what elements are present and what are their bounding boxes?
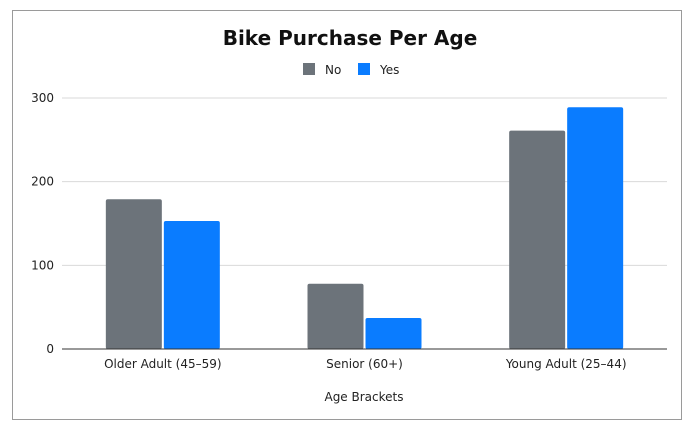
- bar-no-2: [509, 130, 566, 349]
- bar-yes-2: [567, 107, 624, 349]
- y-axis-ticks: 0 100 200 300: [31, 91, 54, 356]
- gridlines: [62, 97, 667, 266]
- x-axis-title: Age Brackets: [324, 390, 403, 404]
- bar-no-0: [105, 199, 162, 349]
- legend-swatch-no: [303, 63, 315, 75]
- y-tick-label: 100: [31, 258, 54, 272]
- legend-label-yes: Yes: [379, 63, 399, 77]
- bar-yes-0: [163, 220, 220, 349]
- y-tick-label: 0: [46, 342, 54, 356]
- bar-yes-1: [365, 318, 422, 349]
- legend-label-no: No: [325, 63, 341, 77]
- y-tick-label: 300: [31, 91, 54, 105]
- x-tick-label: Older Adult (45–59): [104, 357, 222, 371]
- legend-swatch-yes: [358, 63, 370, 75]
- bars: [105, 107, 624, 349]
- legend: No Yes: [303, 63, 399, 77]
- chart-title: Bike Purchase Per Age: [223, 26, 478, 50]
- bar-no-1: [307, 283, 364, 349]
- x-tick-label: Senior (60+): [326, 357, 403, 371]
- y-tick-label: 200: [31, 175, 54, 189]
- x-tick-label: Young Adult (25–44): [505, 357, 627, 371]
- x-axis-ticks: Older Adult (45–59) Senior (60+) Young Adu…: [104, 357, 626, 371]
